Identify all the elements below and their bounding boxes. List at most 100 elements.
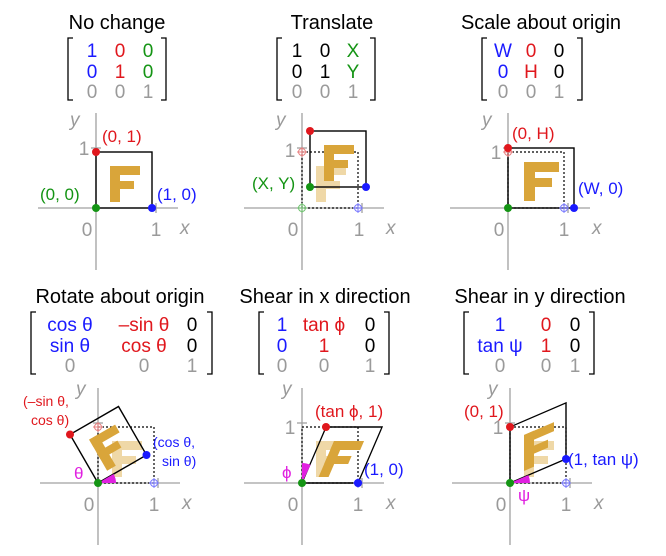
matrix-cell: 0 bbox=[277, 356, 288, 377]
matrix-cell: 1 bbox=[365, 356, 376, 377]
plot: y 0 1 1 bbox=[243, 379, 404, 546]
tick-label: 0 bbox=[288, 495, 299, 516]
matrix-cell: 0 bbox=[143, 62, 154, 83]
point-label: sin θ) bbox=[162, 453, 196, 469]
panel-no-change: No change 1 0 0 0 1 0 0 0 1 y x 0 1 1 bbox=[37, 12, 197, 271]
sheared-group bbox=[300, 426, 384, 484]
point-label: (0, H) bbox=[512, 124, 555, 143]
tick-label: 0 bbox=[494, 220, 505, 241]
bracket-left bbox=[481, 37, 487, 101]
bracket-right bbox=[589, 311, 595, 375]
panel-shear-y: Shear in y direction 1 0 0 tan ψ 1 0 0 0… bbox=[451, 286, 639, 546]
tick-label: 1 bbox=[559, 220, 570, 241]
rotated-group bbox=[69, 405, 148, 484]
plot: y x 0 1 1 (0, 0) (1, 0) (0, 1) bbox=[37, 110, 197, 271]
matrix-cell: 0 bbox=[115, 41, 126, 62]
matrix-cell: 0 bbox=[292, 82, 303, 103]
y-axis-label: y bbox=[274, 110, 287, 131]
y-axis-label: y bbox=[68, 110, 81, 131]
panel-title: Shear in y direction bbox=[454, 286, 625, 308]
matrix-cell: 1 bbox=[115, 62, 126, 83]
y-basis-point bbox=[92, 148, 100, 156]
tick-label: 1 bbox=[79, 139, 90, 160]
plot: y 0 1 bbox=[23, 379, 196, 546]
x-axis-label: x bbox=[181, 493, 193, 514]
origin-point bbox=[298, 479, 306, 487]
matrix: 1 tan ϕ 0 0 1 0 0 0 1 bbox=[258, 311, 390, 377]
sheared-square bbox=[300, 426, 384, 484]
y-basis-point bbox=[504, 144, 512, 152]
panel-title: Shear in x direction bbox=[239, 286, 410, 308]
tick-label: 1 bbox=[353, 495, 364, 516]
y-basis-point bbox=[66, 430, 74, 439]
matrix-cell: 0 bbox=[87, 62, 98, 83]
sheared-group bbox=[509, 401, 567, 485]
original-corner-marker bbox=[297, 147, 307, 157]
matrix-cell: H bbox=[524, 62, 538, 83]
matrix: cos θ –sin θ 0 sin θ cos θ 0 0 0 1 bbox=[30, 311, 213, 377]
tick-label: 1 bbox=[285, 418, 296, 439]
matrix-cell: 0 bbox=[187, 336, 198, 357]
matrix-cell: 0 bbox=[320, 82, 331, 103]
panel-scale: Scale about origin W 0 0 0 H 0 0 0 1 y x… bbox=[449, 12, 623, 271]
rotated-square bbox=[69, 405, 148, 484]
matrix-cell: W bbox=[494, 41, 512, 62]
matrix-cell: 0 bbox=[526, 41, 537, 62]
point-label: (X, Y) bbox=[252, 174, 295, 193]
y-basis-point bbox=[322, 423, 330, 431]
origin-point bbox=[504, 204, 512, 212]
matrix-cell: 1 bbox=[495, 315, 506, 336]
matrix-cell: 0 bbox=[115, 82, 126, 103]
scaled-square bbox=[507, 147, 575, 209]
matrix-cell: 0 bbox=[139, 356, 150, 377]
point-label: (0, 0) bbox=[40, 185, 80, 204]
x-basis-point bbox=[148, 204, 156, 212]
f-glyph bbox=[524, 422, 554, 471]
matrix-cell: 0 bbox=[143, 41, 154, 62]
x-basis-point bbox=[570, 204, 578, 212]
matrix-cell: cos θ bbox=[121, 336, 166, 357]
bracket-right bbox=[384, 311, 390, 375]
plot: y 0 1 1 bbox=[451, 379, 639, 546]
tick-label: 0 bbox=[84, 495, 95, 516]
matrix-cell: 0 bbox=[570, 315, 581, 336]
x-axis-label: x bbox=[591, 218, 603, 239]
bracket-right bbox=[370, 37, 376, 101]
point-label: cos θ) bbox=[31, 412, 69, 428]
panel-title: No change bbox=[69, 12, 166, 34]
origin-point bbox=[506, 479, 514, 487]
original-corner-marker bbox=[561, 478, 571, 488]
point-label: (0, 1) bbox=[102, 127, 142, 146]
unit-square bbox=[95, 151, 153, 209]
y-basis-point bbox=[506, 423, 514, 431]
matrix-cell: 1 bbox=[320, 62, 331, 83]
point-label: (–sin θ, bbox=[23, 393, 69, 409]
matrix-cell: 0 bbox=[65, 356, 76, 377]
matrix-cell: 1 bbox=[319, 336, 330, 357]
plot: y x 0 1 1 (W, 0) (0, H) bbox=[449, 110, 623, 271]
original-corner-marker bbox=[93, 422, 103, 432]
x-axis-label: x bbox=[593, 493, 605, 514]
y-axis-label: y bbox=[480, 110, 493, 131]
y-axis-label: y bbox=[74, 379, 87, 400]
matrix-cell: 1 bbox=[570, 356, 581, 377]
matrix-cell: 0 bbox=[554, 41, 565, 62]
origin-point bbox=[306, 183, 314, 191]
rotation-angle-wedge bbox=[98, 474, 117, 483]
plot: y x 0 1 1 bbox=[243, 110, 397, 271]
matrix-cell: 0 bbox=[87, 82, 98, 103]
matrix-cell: 0 bbox=[320, 41, 331, 62]
matrix: W 0 0 0 H 0 0 0 1 bbox=[481, 37, 583, 103]
matrix-cell: 0 bbox=[498, 82, 509, 103]
matrix-cell: 0 bbox=[187, 315, 198, 336]
tick-label: 1 bbox=[151, 220, 162, 241]
f-glyph bbox=[89, 424, 122, 471]
matrix-cell: 1 bbox=[143, 82, 154, 103]
panel-rotate: Rotate about origin cos θ –sin θ 0 sin θ… bbox=[23, 286, 213, 546]
tick-label: 1 bbox=[354, 220, 365, 241]
origin-point bbox=[94, 479, 102, 487]
original-corner-marker bbox=[297, 203, 307, 213]
bracket-left bbox=[30, 311, 36, 375]
point-label: (1, 0) bbox=[157, 185, 197, 204]
